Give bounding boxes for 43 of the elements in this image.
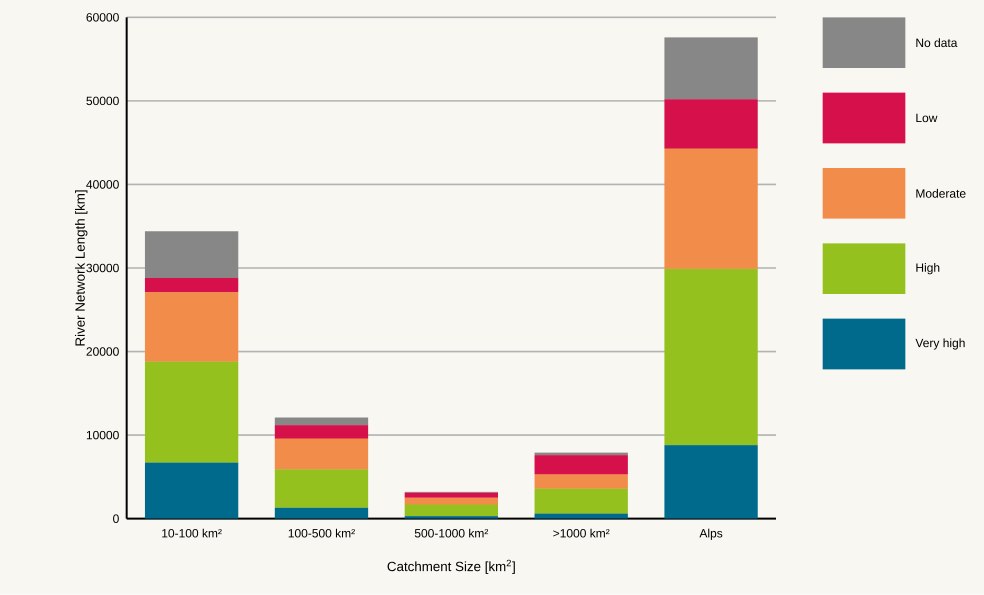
y-tick-label: 60000 [86,13,119,22]
bar [144,362,238,463]
y-tick-label: 50000 [86,96,119,106]
text: Very high [915,338,965,350]
bar [534,455,628,475]
bar [404,516,498,519]
bar [664,148,758,269]
text: Moderate [916,189,966,198]
x-tick-label: Alps [699,528,722,540]
bar [404,504,498,516]
bar [664,268,758,446]
bar [274,508,368,519]
x-tick-label: 500-1000 km² [414,528,488,538]
x-tick-label: >1000 km² [553,528,610,538]
bar [534,514,628,519]
bar [664,38,758,100]
text: No data [916,38,958,48]
bar [144,462,238,519]
bar [274,418,368,426]
bar [664,99,758,149]
y-tick-label: 40000 [86,180,119,189]
y-tick-label: 20000 [86,347,119,356]
bar [144,292,238,362]
bar [664,445,758,519]
bar [404,492,498,498]
bar [274,470,368,508]
bar [534,474,628,489]
x-axis-title: Catchment Size [km$^{2}$] [388,560,515,574]
y-tick-label: 10000 [86,431,119,440]
y-tick-label: 0 [113,514,119,524]
text: Low [916,114,938,122]
bar [534,452,628,456]
y-tick-label: 30000 [86,264,119,272]
bar [274,438,368,470]
bar [144,278,238,292]
x-tick-label: 100-500 km² [288,528,355,538]
y-axis-title: River Network Length [km] [75,190,88,346]
bar [144,231,238,278]
bar [274,425,368,439]
x-tick-label: 10-100 km² [162,528,222,538]
bar [404,498,498,505]
text: High [916,263,940,274]
bar [534,488,628,514]
